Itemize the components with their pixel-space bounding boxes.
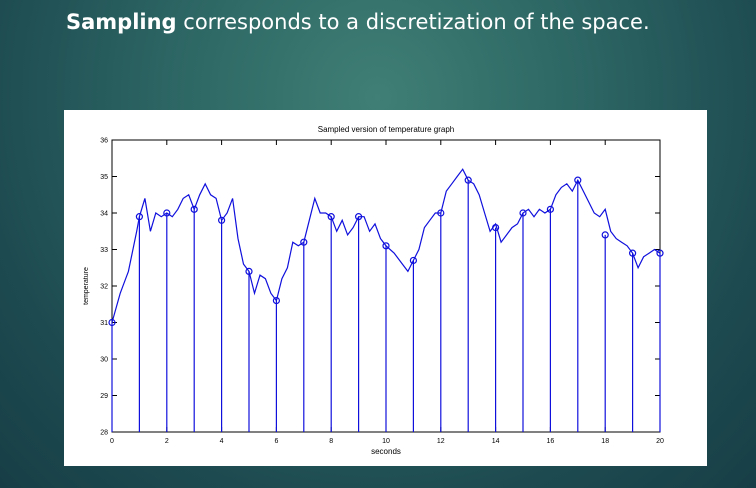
stem-marker [574, 176, 582, 184]
x-tick-label: 20 [656, 438, 664, 445]
stem-marker [327, 213, 335, 221]
x-tick-label: 14 [492, 438, 500, 445]
y-tick-label: 31 [100, 320, 108, 327]
stem-marker [628, 249, 637, 257]
stem-marker [546, 205, 554, 213]
stem-marker [656, 249, 664, 257]
stem-marker [218, 216, 226, 224]
stem-marker [492, 223, 500, 232]
stem-marker [190, 205, 198, 213]
x-axis-label: seconds [371, 447, 401, 456]
stem-series [111, 180, 661, 432]
continuous-series-line [111, 168, 661, 323]
stem-marker [464, 176, 472, 184]
y-tick-label: 32 [100, 284, 108, 291]
stem-marker [601, 231, 609, 239]
x-tick-label: 8 [329, 438, 333, 445]
stem-marker [519, 209, 527, 217]
x-tick-label: 10 [382, 438, 390, 445]
stem-marker [245, 267, 253, 275]
stem-marker [272, 297, 280, 305]
x-tick-label: 6 [274, 438, 278, 445]
chart-title: Sampled version of temperature graph [318, 125, 455, 134]
stem-marker [163, 209, 171, 217]
stem-marker [135, 213, 144, 221]
y-tick-label: 30 [100, 357, 108, 364]
y-tick-label: 33 [100, 247, 108, 254]
chart-svg: Sampled version of temperature graph sec… [83, 125, 664, 456]
stem-marker [409, 256, 417, 265]
x-tick-label: 0 [110, 438, 114, 445]
stem-marker [108, 318, 116, 327]
y-tick-label: 34 [100, 211, 108, 218]
x-tick-label: 2 [165, 438, 169, 445]
stem-marker [382, 242, 390, 250]
x-tick-label: 16 [547, 438, 555, 445]
stem-marker [300, 238, 308, 246]
y-tick-label: 29 [100, 393, 108, 400]
slide-title: Sampling corresponds to a discretization… [66, 10, 650, 34]
sample-markers [108, 176, 664, 327]
slide-title-rest: corresponds to a discretization of the s… [176, 10, 650, 34]
stem-marker [355, 213, 363, 221]
y-tick-label: 35 [100, 174, 108, 181]
y-tick-label: 36 [100, 138, 108, 145]
x-tick-label: 12 [437, 438, 445, 445]
y-tick-label: 28 [100, 430, 108, 437]
slide-title-bold: Sampling [66, 10, 177, 34]
y-axis-label: temperature [83, 267, 90, 305]
stem-marker [437, 209, 445, 217]
x-tick-label: 18 [601, 438, 609, 445]
x-tick-label: 4 [220, 438, 224, 445]
chart-figure: Sampled version of temperature graph sec… [64, 110, 707, 466]
